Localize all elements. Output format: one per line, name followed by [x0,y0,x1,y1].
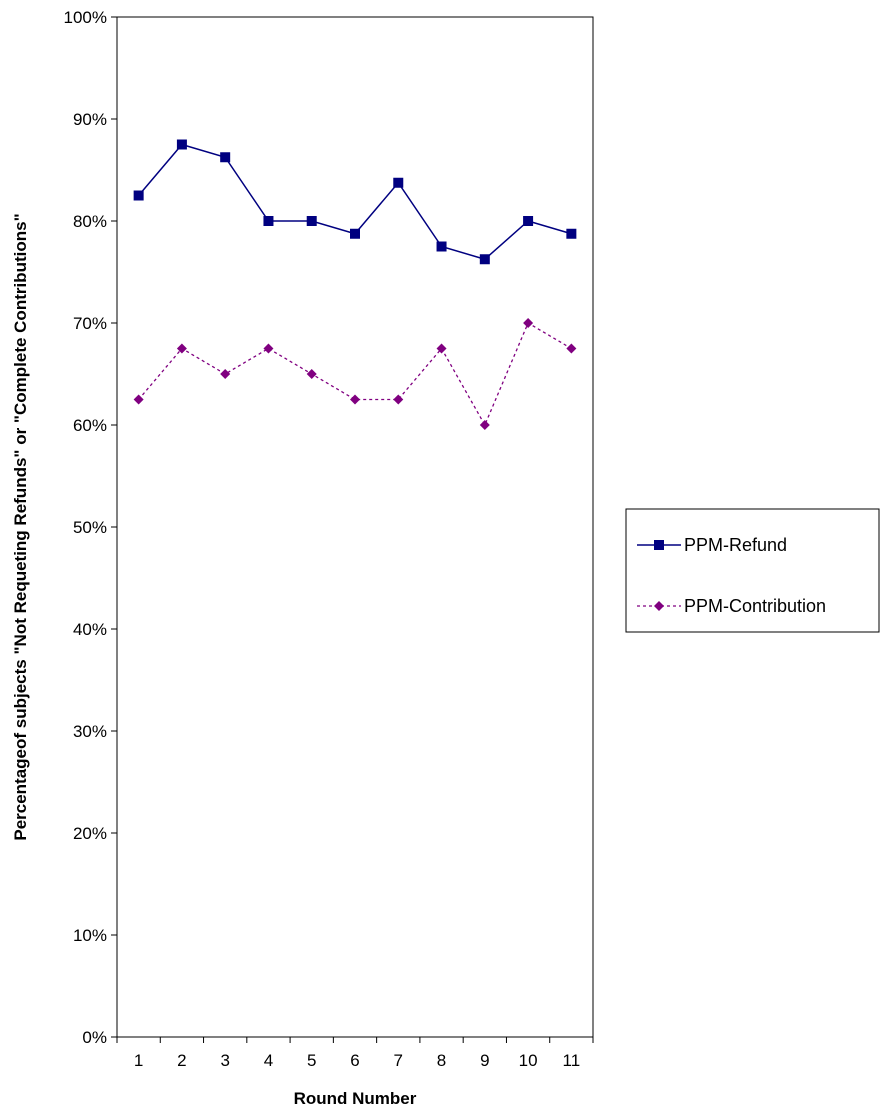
data-point-ppm-contribution [133,394,144,405]
x-tick-label: 6 [350,1051,359,1070]
y-tick-label: 10% [73,926,107,945]
legend-marker-ppm-contribution [654,601,664,611]
plot-area [116,16,594,1038]
data-point-ppm-refund [436,241,447,252]
legend-box [625,508,880,633]
data-point-ppm-refund [350,228,360,239]
data-point-ppm-contribution [566,343,577,354]
data-point-ppm-contribution [479,420,490,430]
x-tick-label: 9 [480,1051,489,1070]
data-point-ppm-contribution [436,343,447,354]
data-point-ppm-refund [566,228,577,239]
y-tick-label: 70% [73,314,107,333]
data-point-ppm-refund [220,152,231,163]
y-tick-label: 0% [82,1028,107,1047]
x-tick-label: 1 [134,1051,143,1070]
y-tick-label: 20% [73,824,107,843]
data-point-ppm-contribution [350,394,360,405]
series-layer [133,139,577,430]
x-axis-title: Round Number [294,1089,417,1108]
y-tick-label: 90% [73,110,107,129]
x-tick-label: 10 [519,1051,538,1070]
x-tick-label: 3 [220,1051,229,1070]
legend: PPM-Refund PPM-Contribution [625,508,880,633]
data-point-ppm-refund [306,216,317,226]
x-tick-label: 8 [437,1051,446,1070]
data-point-ppm-refund [176,139,187,150]
data-point-ppm-refund [133,190,144,201]
y-axis-title: Percentageof subjects "Not Requeting Ref… [11,213,30,840]
x-tick-label: 2 [177,1051,186,1070]
data-point-ppm-refund [263,216,274,226]
data-point-ppm-contribution [263,343,274,354]
data-point-ppm-refund [523,216,534,226]
y-axis: 0% 10% 20% 30% 40% 50% 60% 70% 80% 90% 100% [64,8,117,1047]
y-tick-label: 40% [73,620,107,639]
data-point-ppm-refund [479,254,490,265]
legend-marker-ppm-refund [654,540,664,550]
x-tick-label: 5 [307,1051,316,1070]
data-point-ppm-contribution [306,369,317,379]
data-point-ppm-contribution [176,343,187,354]
data-point-ppm-contribution [523,318,534,328]
y-tick-label: 60% [73,416,107,435]
x-tick-label: 4 [264,1051,273,1070]
legend-label-ppm-refund: PPM-Refund [684,535,787,555]
data-point-ppm-contribution [393,394,404,405]
x-tick-label: 11 [563,1051,581,1070]
legend-label-ppm-contribution: PPM-Contribution [684,596,826,616]
y-tick-label: 30% [73,722,107,741]
x-axis: 1 2 3 4 5 6 7 8 9 10 11 [116,1037,594,1070]
x-tick-label: 7 [394,1051,403,1070]
data-point-ppm-refund [393,177,404,188]
data-point-ppm-contribution [220,369,231,379]
y-tick-label: 100% [64,8,107,27]
y-tick-label: 80% [73,212,107,231]
y-tick-label: 50% [73,518,107,537]
